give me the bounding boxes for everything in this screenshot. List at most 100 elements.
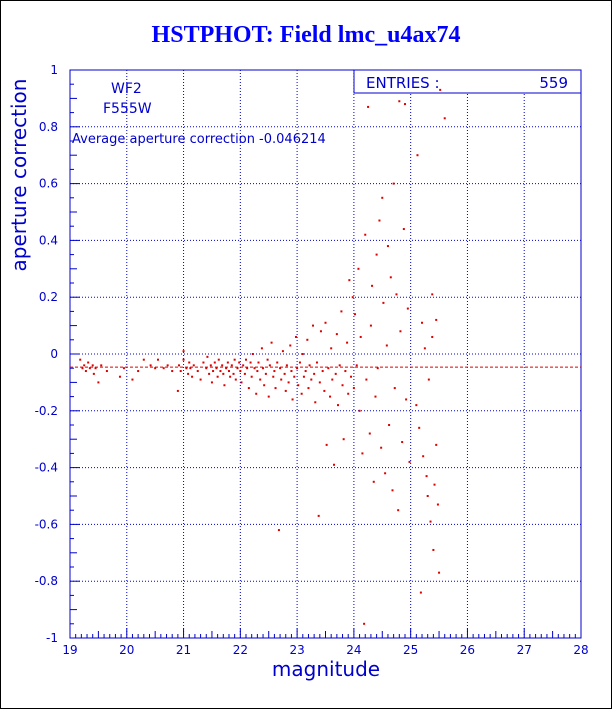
data-point — [221, 364, 224, 367]
data-point — [239, 370, 242, 373]
y-tick-label: 0.4 — [39, 233, 58, 247]
x-tick-label: 20 — [119, 643, 134, 657]
data-point — [351, 296, 354, 299]
data-point — [122, 367, 125, 370]
data-point — [227, 370, 230, 373]
data-point — [382, 301, 385, 304]
data-point — [260, 347, 263, 350]
data-point — [357, 267, 360, 270]
data-point — [432, 548, 435, 551]
data-point — [255, 392, 258, 395]
data-point — [340, 310, 343, 313]
data-point — [91, 364, 94, 367]
data-point — [333, 463, 336, 466]
data-point — [294, 335, 297, 338]
data-point — [280, 378, 283, 381]
data-point — [216, 375, 219, 378]
data-point — [341, 384, 344, 387]
data-point — [105, 370, 108, 373]
data-point — [393, 387, 396, 390]
x-tick-label: 25 — [403, 643, 418, 657]
data-point — [243, 372, 246, 375]
x-tick-labels: 19 20 21 22 23 24 25 26 27 28 — [62, 643, 588, 657]
data-point — [290, 370, 293, 373]
data-point — [313, 372, 316, 375]
data-point — [375, 253, 378, 256]
data-point — [232, 372, 235, 375]
y-axis-label: aperture correction — [7, 79, 31, 272]
average-label: Average aperture correction -0.046214 — [72, 132, 326, 147]
data-point — [403, 103, 406, 106]
data-point — [226, 361, 229, 364]
data-point — [192, 364, 195, 367]
data-point — [88, 367, 91, 370]
data-point — [182, 358, 185, 361]
data-point — [297, 384, 300, 387]
data-point — [433, 483, 436, 486]
data-point — [262, 367, 265, 370]
data-point — [443, 117, 446, 120]
data-point — [368, 432, 371, 435]
data-point — [84, 370, 87, 373]
data-point — [338, 364, 341, 367]
data-point — [92, 372, 95, 375]
data-point — [425, 475, 428, 478]
tick-marks — [69, 69, 582, 639]
x-tick-label: 24 — [346, 643, 361, 657]
data-point — [363, 622, 366, 625]
entries-label: ENTRIES : — [366, 74, 440, 92]
data-point — [250, 375, 253, 378]
data-point — [331, 378, 334, 381]
y-tick-label: -0.2 — [35, 404, 58, 418]
data-point — [249, 361, 252, 364]
data-point — [405, 398, 408, 401]
data-point — [213, 361, 216, 364]
data-point — [246, 367, 249, 370]
x-tick-label: 23 — [289, 643, 304, 657]
data-point — [162, 367, 165, 370]
data-point — [346, 341, 349, 344]
data-point — [323, 389, 326, 392]
y-tick-label: -0.8 — [35, 574, 58, 588]
data-point — [389, 276, 392, 279]
data-point — [196, 370, 199, 373]
data-point — [296, 367, 299, 370]
data-point — [347, 392, 350, 395]
data-point — [240, 381, 243, 384]
data-point — [223, 384, 226, 387]
data-point — [398, 100, 401, 103]
data-point — [178, 364, 181, 367]
data-point — [230, 364, 233, 367]
data-point — [419, 591, 422, 594]
data-point — [307, 387, 310, 390]
data-point — [219, 370, 222, 373]
x-tick-label: 27 — [517, 643, 532, 657]
y-tick-label: 0 — [50, 347, 58, 361]
data-point — [421, 321, 424, 324]
plot-area-border — [69, 69, 582, 639]
data-point — [191, 375, 194, 378]
data-point — [423, 347, 426, 350]
data-point — [312, 324, 315, 327]
data-point — [422, 455, 425, 458]
x-tick-label: 26 — [460, 643, 475, 657]
data-point — [208, 372, 211, 375]
stats-box — [353, 69, 582, 94]
data-point — [229, 375, 232, 378]
data-point — [277, 529, 280, 532]
data-point — [209, 364, 212, 367]
data-point — [215, 367, 218, 370]
data-point — [317, 514, 320, 517]
data-point — [361, 452, 364, 455]
data-point — [385, 344, 388, 347]
data-point — [306, 338, 309, 341]
data-point — [238, 361, 241, 364]
data-point — [408, 460, 411, 463]
data-point — [83, 364, 86, 367]
data-point — [289, 344, 292, 347]
data-point — [287, 381, 290, 384]
data-point — [281, 350, 284, 353]
data-point — [401, 441, 404, 444]
data-point — [154, 367, 157, 370]
filter-label: F555W — [103, 101, 152, 117]
